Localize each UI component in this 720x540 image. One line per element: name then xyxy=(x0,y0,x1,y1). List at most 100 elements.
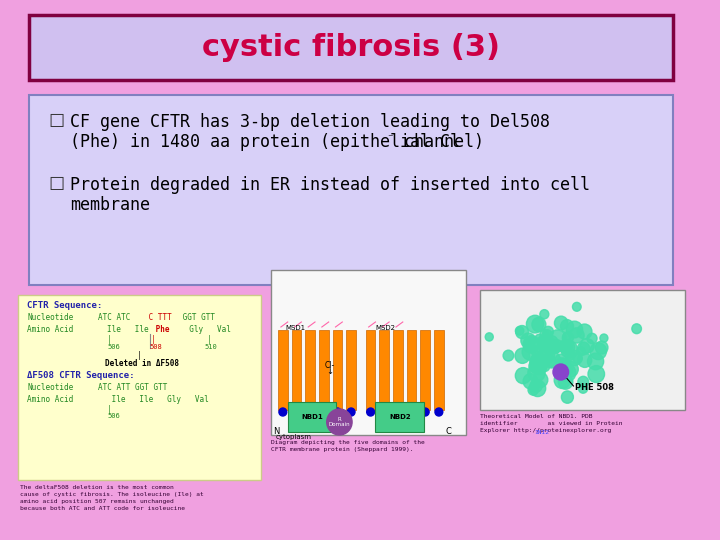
Bar xyxy=(319,330,328,410)
Circle shape xyxy=(537,335,550,348)
Circle shape xyxy=(366,408,374,416)
Circle shape xyxy=(536,357,546,367)
Circle shape xyxy=(347,408,355,416)
Circle shape xyxy=(522,344,538,360)
Circle shape xyxy=(559,340,572,353)
Circle shape xyxy=(563,361,578,377)
Circle shape xyxy=(543,326,554,337)
Circle shape xyxy=(528,364,545,382)
Text: ☐: ☐ xyxy=(49,176,65,194)
Text: Nucleotide: Nucleotide xyxy=(27,314,73,322)
Circle shape xyxy=(538,335,554,352)
Circle shape xyxy=(516,326,528,339)
Circle shape xyxy=(485,333,493,341)
Circle shape xyxy=(516,327,524,335)
Circle shape xyxy=(529,360,542,373)
Circle shape xyxy=(538,347,554,363)
Text: ATC ATT GGT GTT: ATC ATT GGT GTT xyxy=(97,382,167,392)
Circle shape xyxy=(554,316,568,330)
Circle shape xyxy=(565,350,575,360)
Circle shape xyxy=(394,408,402,416)
Circle shape xyxy=(380,408,388,416)
Bar xyxy=(305,330,315,410)
FancyBboxPatch shape xyxy=(30,15,673,80)
Circle shape xyxy=(570,328,584,343)
FancyBboxPatch shape xyxy=(480,290,685,410)
Text: CFTR Sequence:: CFTR Sequence: xyxy=(27,300,102,309)
Circle shape xyxy=(540,362,549,372)
Circle shape xyxy=(544,351,560,368)
Circle shape xyxy=(551,343,560,353)
Circle shape xyxy=(531,346,543,357)
Circle shape xyxy=(516,368,531,384)
Bar xyxy=(393,330,402,410)
Circle shape xyxy=(550,340,563,353)
Circle shape xyxy=(531,354,548,370)
Circle shape xyxy=(533,372,548,388)
Circle shape xyxy=(503,350,513,361)
Bar xyxy=(407,330,416,410)
Circle shape xyxy=(632,324,642,334)
Text: NBD2: NBD2 xyxy=(389,414,410,420)
Circle shape xyxy=(540,309,549,319)
Text: N: N xyxy=(273,428,279,436)
Text: CF gene CFTR has 3-bp deletion leading to Del508: CF gene CFTR has 3-bp deletion leading t… xyxy=(71,113,550,131)
Circle shape xyxy=(562,332,573,343)
Circle shape xyxy=(567,321,582,338)
Circle shape xyxy=(549,330,566,348)
Text: (Phe) in 1480 aa protein (epithelial Cl: (Phe) in 1480 aa protein (epithelial Cl xyxy=(71,133,460,151)
Circle shape xyxy=(588,366,605,382)
Text: ATC ATC: ATC ATC xyxy=(97,314,130,322)
Circle shape xyxy=(577,324,592,339)
Circle shape xyxy=(524,337,539,352)
Text: Amino Acid: Amino Acid xyxy=(27,395,73,403)
Circle shape xyxy=(561,341,577,358)
Text: ⁻: ⁻ xyxy=(386,132,394,145)
Text: 1NI2: 1NI2 xyxy=(534,430,549,435)
Circle shape xyxy=(542,330,552,340)
Circle shape xyxy=(544,335,558,350)
Circle shape xyxy=(565,367,572,375)
Text: |: | xyxy=(207,335,212,345)
Circle shape xyxy=(306,408,314,416)
Circle shape xyxy=(421,408,429,416)
Text: ☐: ☐ xyxy=(49,113,65,131)
Bar xyxy=(346,330,356,410)
Circle shape xyxy=(590,343,606,360)
Text: |: | xyxy=(151,335,156,345)
Text: 510: 510 xyxy=(204,344,217,350)
Text: C TTT: C TTT xyxy=(144,314,172,322)
Circle shape xyxy=(549,341,561,353)
Text: 506: 506 xyxy=(107,344,120,350)
Circle shape xyxy=(577,347,585,356)
FancyBboxPatch shape xyxy=(30,95,673,285)
Circle shape xyxy=(327,409,352,435)
Text: GGT GTT: GGT GTT xyxy=(179,314,215,322)
Circle shape xyxy=(530,380,542,393)
Text: The deltaF508 deletion is the most common
cause of cystic fibrosis. The isoleuci: The deltaF508 deletion is the most commo… xyxy=(19,485,203,511)
Text: PHE 508: PHE 508 xyxy=(575,383,614,393)
Circle shape xyxy=(530,380,546,396)
Circle shape xyxy=(535,334,544,343)
Circle shape xyxy=(567,350,582,366)
Text: membrane: membrane xyxy=(71,196,150,214)
Text: Ile   Ile   Gly   Val: Ile Ile Gly Val xyxy=(107,395,209,403)
Text: cystic fibrosis (3): cystic fibrosis (3) xyxy=(202,32,500,62)
Bar xyxy=(366,330,376,410)
Bar xyxy=(420,330,430,410)
Circle shape xyxy=(523,336,540,353)
Circle shape xyxy=(539,338,546,346)
Circle shape xyxy=(532,318,546,332)
Circle shape xyxy=(578,353,592,367)
Circle shape xyxy=(333,408,341,416)
Text: ↓: ↓ xyxy=(326,368,333,376)
Text: Phe: Phe xyxy=(151,326,170,334)
Circle shape xyxy=(558,374,573,389)
Circle shape xyxy=(578,376,589,387)
Circle shape xyxy=(279,408,287,416)
Circle shape xyxy=(572,302,581,311)
Circle shape xyxy=(573,354,582,363)
Circle shape xyxy=(587,333,597,343)
Text: Ile   Ile: Ile Ile xyxy=(107,326,149,334)
Circle shape xyxy=(562,391,573,403)
